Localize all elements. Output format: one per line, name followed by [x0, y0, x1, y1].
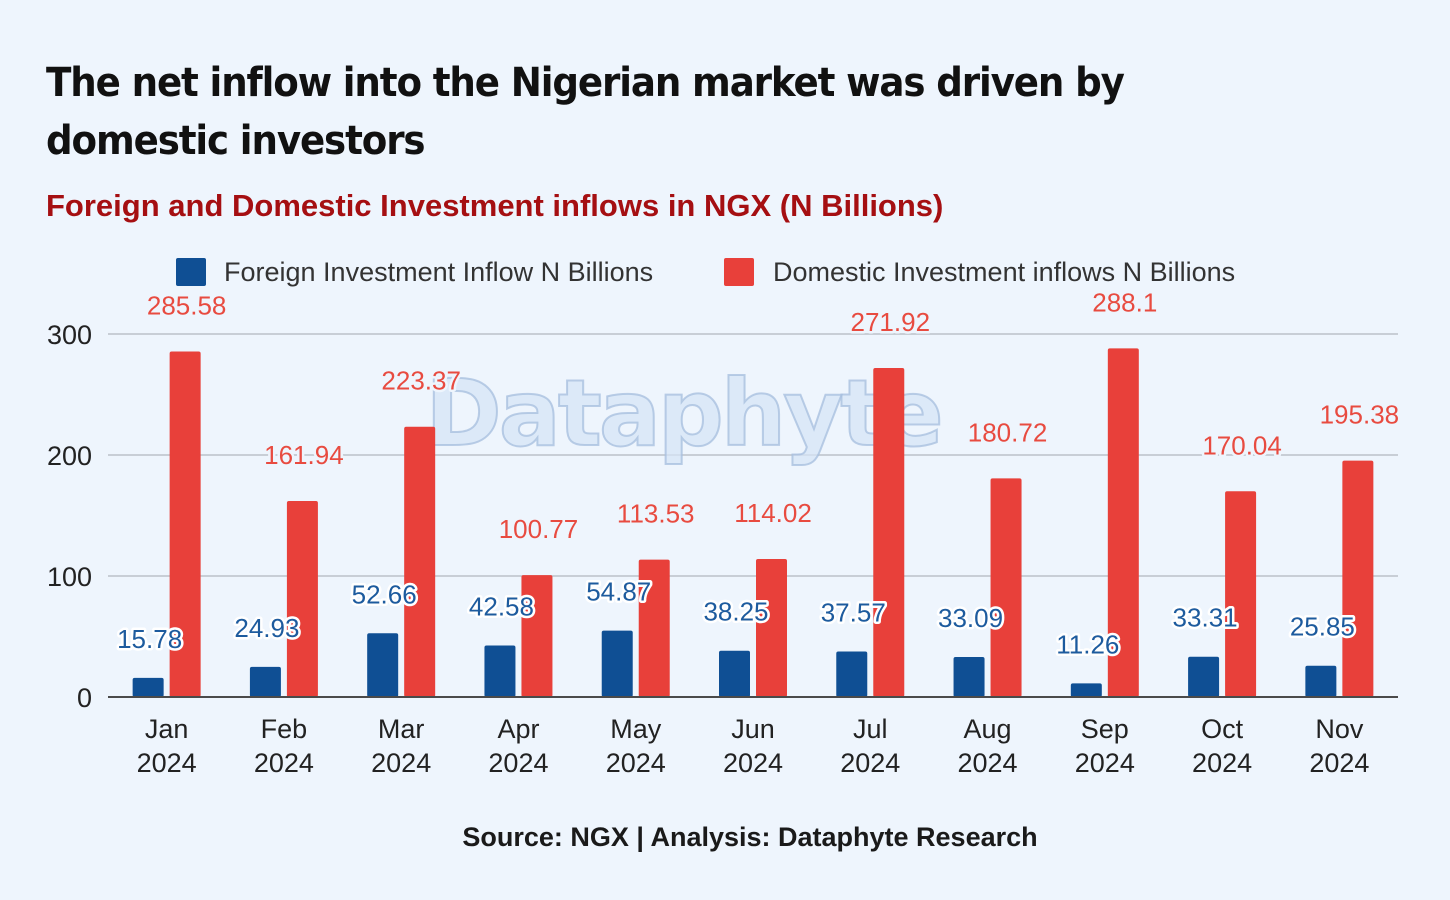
data-label-foreign: 24.93 — [234, 613, 299, 643]
x-tick-label-year: 2024 — [137, 748, 197, 778]
legend: Foreign Investment Inflow N Billions Dome… — [176, 257, 1235, 287]
x-tick-label-year: 2024 — [1192, 748, 1252, 778]
data-label-foreign: 25.85 — [1290, 612, 1355, 642]
data-label-domestic: 271.92 — [851, 307, 931, 337]
data-label-foreign: 15.78 — [117, 624, 182, 654]
data-label-domestic: 114.02 — [734, 498, 812, 528]
y-tick-label: 300 — [47, 320, 92, 350]
y-tick-label: 200 — [47, 441, 92, 471]
x-tick-label-month: Jul — [853, 714, 888, 744]
bar-foreign — [719, 650, 750, 697]
watermark-logo: Dataphyte — [425, 360, 940, 467]
bar-foreign — [132, 677, 164, 697]
x-tick-label-month: Apr — [497, 714, 539, 744]
bar-foreign — [1070, 683, 1102, 697]
bar-foreign — [1305, 665, 1337, 697]
x-tick-label-month: Nov — [1315, 714, 1364, 744]
x-tick-label-month: Oct — [1201, 714, 1244, 744]
bar-domestic — [756, 559, 787, 697]
bar-domestic — [638, 559, 670, 697]
data-label-domestic: 161.94 — [264, 440, 344, 470]
x-tick-label-year: 2024 — [840, 748, 900, 778]
x-tick-label-month: Jan — [145, 714, 189, 744]
x-tick-label-year: 2024 — [606, 748, 666, 778]
x-tick-label-month: Jun — [731, 714, 775, 744]
legend-domestic-label: Domestic Investment inflows N Billions — [773, 257, 1235, 287]
bar-domestic — [1225, 491, 1257, 697]
x-tick-label-month: Sep — [1081, 714, 1129, 744]
chart-headline: The net inflow into the Nigerian market … — [46, 60, 1125, 164]
data-label-foreign: 11.26 — [1056, 629, 1119, 659]
x-tick-label-month: Mar — [378, 714, 425, 744]
bar-foreign — [484, 645, 516, 697]
data-label-foreign: 38.25 — [703, 597, 768, 627]
data-label-domestic: 170.04 — [1202, 430, 1282, 460]
x-tick-label-year: 2024 — [1075, 748, 1135, 778]
x-tick-label-year: 2024 — [488, 748, 548, 778]
x-tick-label-year: 2024 — [1309, 748, 1369, 778]
data-label-foreign: 52.66 — [352, 579, 417, 609]
data-label-domestic: 285.58 — [147, 290, 227, 320]
bar-foreign — [249, 666, 281, 697]
data-label-domestic: 288.1 — [1092, 287, 1157, 317]
x-tick-label-month: Aug — [964, 714, 1012, 744]
data-label-domestic: 113.53 — [617, 499, 695, 529]
legend-foreign-swatch — [176, 258, 206, 286]
bar-foreign — [601, 630, 633, 697]
x-tick-label-year: 2024 — [723, 748, 783, 778]
bar-domestic — [1107, 348, 1139, 697]
bar-foreign — [836, 651, 868, 697]
legend-domestic-swatch — [724, 258, 754, 286]
x-tick-label-month: Feb — [261, 714, 308, 744]
bar-foreign — [367, 633, 399, 697]
data-label-foreign: 33.09 — [938, 603, 1003, 633]
bar-domestic — [1342, 460, 1374, 697]
data-label-foreign: 33.31 — [1173, 603, 1238, 633]
bar-domestic — [873, 367, 905, 697]
chart-title: Foreign and Domestic Investment inflows … — [46, 188, 944, 223]
data-label-domestic: 195.38 — [1320, 400, 1400, 430]
bar-domestic — [286, 501, 318, 697]
x-tick-label-month: May — [610, 714, 662, 744]
y-tick-label: 0 — [77, 683, 92, 713]
bar-domestic — [521, 575, 553, 697]
y-tick-label: 100 — [47, 562, 92, 592]
legend-foreign-label: Foreign Investment Inflow N Billions — [224, 257, 653, 287]
bar-foreign — [1188, 656, 1220, 697]
bar-domestic — [404, 426, 436, 697]
data-label-foreign: 42.58 — [469, 591, 534, 621]
x-tick-label-year: 2024 — [958, 748, 1018, 778]
data-label-foreign: 54.87 — [586, 577, 651, 607]
data-label-domestic: 180.72 — [968, 417, 1048, 447]
data-label-domestic: 100.77 — [499, 514, 579, 544]
bar-foreign — [953, 656, 985, 697]
source-note: Source: NGX | Analysis: Dataphyte Resear… — [462, 822, 1038, 852]
data-label-domestic: 223.37 — [381, 366, 461, 396]
bar-domestic — [169, 351, 201, 697]
data-label-foreign: 37.57 — [821, 598, 886, 628]
x-tick-label-year: 2024 — [254, 748, 314, 778]
x-tick-label-year: 2024 — [371, 748, 431, 778]
bar-domestic — [990, 478, 1022, 697]
